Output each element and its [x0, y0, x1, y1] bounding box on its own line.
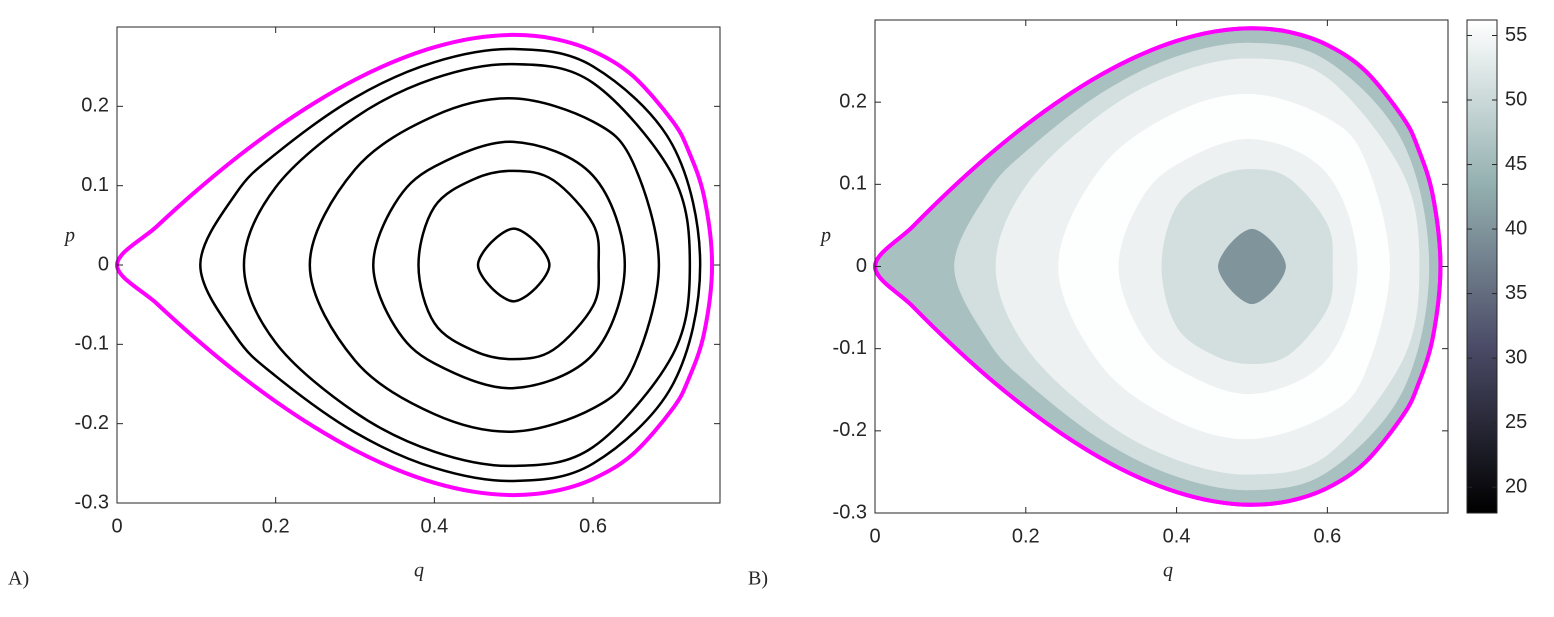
orbit-line: [372, 140, 627, 390]
panel: 0 0.2 0.4 0.6 -0.3 -0.2 -0.1 0 0.1 0.2 q p B) 20 25 30 3…: [748, 19, 1527, 590]
x-axis-label: q: [1163, 560, 1173, 582]
x-tick-label: 0.2: [1012, 525, 1040, 547]
orbit-line: [199, 47, 702, 483]
colorbar-tick-label: 55: [1505, 24, 1527, 46]
orbit-line: [114, 32, 715, 498]
x-tick-label: 0.6: [579, 515, 607, 537]
panel-label: A): [8, 568, 29, 590]
y-tick-label: 0: [98, 253, 109, 275]
y-tick-label: 0.1: [839, 173, 867, 195]
y-axis-label: p: [63, 225, 75, 247]
colorbar-tick-label: 25: [1505, 411, 1527, 433]
colorbar-tick-label: 30: [1505, 346, 1527, 368]
orbit-line: [308, 97, 661, 433]
contour-region: [1218, 228, 1286, 305]
x-axis-label: q: [414, 560, 424, 582]
y-tick-label: -0.3: [75, 491, 109, 513]
colorbar-tick-label: 40: [1505, 217, 1527, 239]
x-tick-label: 0: [869, 525, 880, 547]
y-tick-label: -0.2: [833, 419, 867, 441]
colorbar-tick-label: 50: [1505, 88, 1527, 110]
colorbar-tick-label: 45: [1505, 153, 1527, 175]
x-tick-label: 0: [111, 515, 122, 537]
orbit-line: [417, 169, 601, 361]
y-tick-label: 0.2: [839, 90, 867, 112]
y-tick-label: 0: [856, 255, 867, 277]
colorbar: [1466, 19, 1498, 514]
boundary-line: [872, 26, 1443, 507]
panel: 0 0.2 0.4 0.6 -0.3 -0.2 -0.1 0 0.1 0.2 q p A): [8, 26, 721, 590]
orbit-line: [242, 62, 692, 468]
y-tick-label: 0.1: [81, 174, 109, 196]
x-tick-label: 0.4: [420, 515, 448, 537]
y-tick-label: -0.1: [833, 337, 867, 359]
x-tick-label: 0.6: [1313, 525, 1341, 547]
panel-label: B): [748, 568, 768, 590]
y-tick-label: -0.3: [833, 501, 867, 523]
x-tick-label: 0.2: [262, 515, 290, 537]
colorbar-tick-label: 20: [1505, 475, 1527, 497]
y-tick-label: -0.2: [75, 412, 109, 434]
y-tick-label: -0.1: [75, 333, 109, 355]
x-tick-label: 0.4: [1163, 525, 1191, 547]
y-axis-label: p: [819, 225, 831, 247]
orbit-line: [476, 227, 551, 303]
y-tick-label: 0.2: [81, 95, 109, 117]
colorbar-tick-label: 35: [1505, 282, 1527, 304]
